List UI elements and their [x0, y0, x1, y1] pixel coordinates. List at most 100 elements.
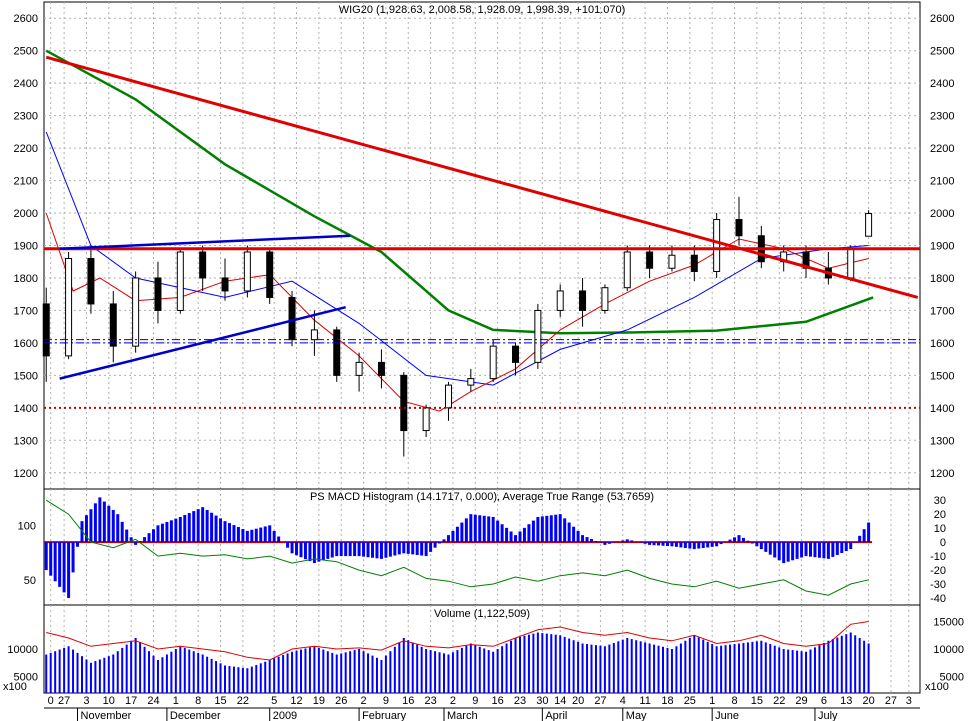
indicator-right-tick-label: -30 [930, 579, 946, 591]
candle-body [534, 309, 542, 363]
price-right-tick-label: 2600 [930, 13, 954, 25]
price-left-tick-label: 2600 [14, 13, 38, 25]
date-day-tick-label: 10 [103, 695, 115, 707]
trendline [59, 234, 351, 250]
price-right-tick-labels: 1200 1300 1400 1500 1600 1700 1800 1900 2000 2100… [930, 13, 954, 480]
candle-body [132, 277, 140, 347]
candle-body [422, 407, 430, 432]
volume-right-tick-label: 10000 [933, 644, 964, 656]
date-day-tick-label: 20 [862, 695, 874, 707]
price-left-tick-label: 2100 [14, 176, 38, 188]
date-day-tick-label: 27 [594, 695, 606, 707]
candle-body [802, 251, 810, 269]
candle-body [65, 257, 73, 357]
candle-body [154, 277, 162, 311]
month-label: June [715, 710, 739, 721]
date-day-tick-label: 30 [536, 695, 548, 707]
date-day-tick-label: 24 [147, 695, 159, 707]
moving-average-line [45, 49, 874, 335]
price-left-tick-label: 2000 [14, 208, 38, 220]
date-day-tick-label: 20 [572, 695, 584, 707]
date-day-tick-label: 4 [620, 695, 626, 707]
date-day-tick-label: 0 [48, 695, 54, 707]
indicator-left-tick-label: 100 [18, 520, 36, 532]
atr-line-group [45, 499, 869, 596]
indicator-left-tick-labels: 50 100 [18, 520, 36, 587]
candle-body [489, 345, 497, 380]
month-label: May [626, 710, 647, 721]
price-chart-title: WIG20 (1,928.63, 2,008.58, 1,928.09, 1,9… [339, 4, 626, 16]
candle-body [355, 361, 363, 376]
price-right-tick-label: 2000 [930, 208, 954, 220]
candle-body [847, 248, 855, 279]
volume-right-tick-label: 15000 [933, 617, 964, 629]
date-day-tick-label: 8 [731, 695, 737, 707]
candle-body [556, 290, 564, 311]
price-left-tick-label: 1300 [14, 435, 38, 447]
date-day-tick-label: 12 [290, 695, 302, 707]
candle-body [579, 290, 587, 311]
date-day-tick-label: 17 [125, 695, 137, 707]
date-day-tick-label: 1 [709, 695, 715, 707]
volume-average-line-group [46, 621, 869, 661]
indicator-right-tick-label: 10 [934, 523, 946, 535]
month-label: April [545, 710, 567, 721]
candle-body [221, 277, 229, 292]
volume-average-line [46, 621, 869, 661]
date-day-tick-label: 19 [313, 695, 325, 707]
candle-body [377, 361, 385, 376]
price-right-tick-label: 1700 [930, 305, 954, 317]
trendline [59, 305, 346, 380]
candle-body [176, 251, 184, 311]
volume-scale-note-left: x100 [3, 681, 27, 693]
candle-body [713, 219, 721, 272]
date-axis: 0 27 3 10 17 24 1 8 15 22 5 12 19 26 2 9 16 23 2 9 16 23 30 14 2… [44, 695, 920, 721]
candle-body [199, 251, 207, 279]
indicator-right-tick-label: -20 [930, 565, 946, 577]
candle-body [601, 287, 609, 311]
date-day-tick-label: 3 [83, 695, 89, 707]
volume-left-tick-labels: 5000 10000 [7, 644, 38, 684]
indicator-right-tick-label: -40 [930, 593, 946, 605]
candle-body [333, 329, 341, 376]
date-day-tick-label: 15 [214, 695, 226, 707]
date-day-tick-label: 18 [661, 695, 673, 707]
indicator-right-tick-label: 30 [934, 495, 946, 507]
month-label: July [818, 710, 838, 721]
date-day-tick-label: 16 [402, 695, 414, 707]
price-right-tick-label: 1400 [930, 403, 954, 415]
volume-left-tick-label: 5000 [14, 672, 38, 684]
date-day-tick-label: 23 [514, 695, 526, 707]
price-panel: 1200 1300 1400 1500 1600 1700 1800 1900 2000 2100… [14, 1, 954, 490]
volume-chart-title: Volume (1,122,509) [434, 608, 530, 620]
price-left-tick-label: 2300 [14, 111, 38, 123]
candle-body [668, 254, 676, 269]
price-right-tick-label: 2200 [930, 143, 954, 155]
date-day-tick-label: 9 [472, 695, 478, 707]
volume-right-tick-labels: 5000 10000 15000 [933, 617, 964, 684]
candle-body [623, 251, 631, 289]
month-label: March [447, 710, 478, 721]
date-day-tick-label: 29 [795, 695, 807, 707]
price-right-tick-label: 2400 [930, 78, 954, 90]
candle-body [400, 374, 408, 432]
date-day-tick-label: 9 [383, 695, 389, 707]
candle-body [865, 213, 873, 237]
price-left-tick-label: 1900 [14, 241, 38, 253]
volume-left-tick-label: 10000 [7, 644, 38, 656]
month-label: November [81, 710, 132, 721]
candle-body [87, 257, 95, 305]
date-day-tick-label: 2 [450, 695, 456, 707]
date-day-tick-label: 22 [237, 695, 249, 707]
date-day-tick-label: 8 [195, 695, 201, 707]
candle-body [109, 303, 117, 347]
price-right-tick-label: 1900 [930, 241, 954, 253]
volume-scale-note-right: x100 [925, 681, 949, 693]
price-left-tick-label: 1200 [14, 468, 38, 480]
month-label: February [362, 710, 407, 721]
price-right-tick-label: 2500 [930, 46, 954, 58]
price-left-tick-labels: 1200 1300 1400 1500 1600 1700 1800 1900 2000 2100… [14, 13, 38, 480]
price-right-tick-label: 1600 [930, 338, 954, 350]
